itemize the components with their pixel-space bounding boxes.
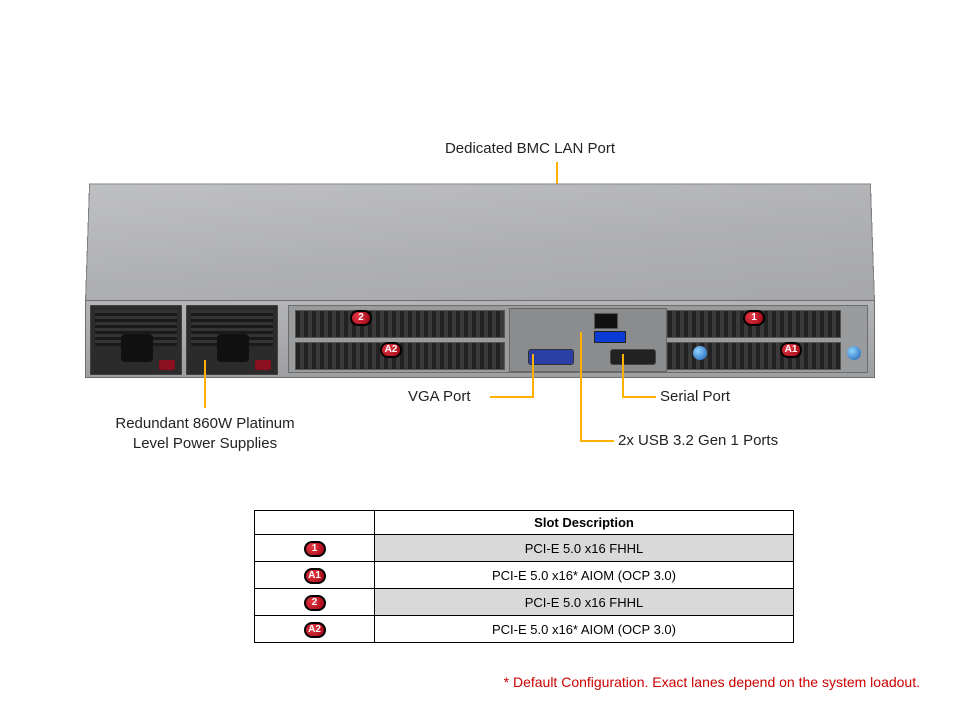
- callout-vga-v: [532, 354, 534, 396]
- serial-port: [610, 349, 656, 365]
- slot-a1: [651, 342, 841, 370]
- table-desc: PCI-E 5.0 x16* AIOM (OCP 3.0): [375, 562, 794, 589]
- footnote-text: * Default Configuration. Exact lanes dep…: [504, 674, 920, 690]
- label-usb: 2x USB 3.2 Gen 1 Ports: [618, 432, 778, 449]
- table-desc: PCI-E 5.0 x16* AIOM (OCP 3.0): [375, 616, 794, 643]
- label-serial: Serial Port: [660, 388, 730, 405]
- io-panel: [288, 305, 868, 373]
- label-vga: VGA Port: [408, 388, 471, 405]
- slot-2: [295, 310, 505, 338]
- callout-usb-h: [580, 440, 614, 442]
- table-row: A2 PCI-E 5.0 x16* AIOM (OCP 3.0): [255, 616, 794, 643]
- label-psu: Redundant 860W PlatinumLevel Power Suppl…: [100, 414, 310, 453]
- thumbscrew-mid: [693, 346, 707, 360]
- table-badge: 1: [304, 541, 326, 557]
- server-chassis: [85, 182, 875, 382]
- usb-ports: [594, 331, 626, 343]
- table-badge: A1: [304, 568, 326, 584]
- callout-vga-h: [490, 396, 534, 398]
- badge-slot-a1: A1: [780, 342, 802, 358]
- callout-serial-v: [622, 354, 624, 396]
- thumbscrew-right: [847, 346, 861, 360]
- table-header-blank: [255, 511, 375, 535]
- chassis-top: [85, 183, 875, 302]
- callout-serial-h: [622, 396, 656, 398]
- table-desc: PCI-E 5.0 x16 FHHL: [375, 535, 794, 562]
- diagram-stage: Dedicated BMC LAN Port: [0, 0, 960, 720]
- psu-bay-1: [90, 305, 182, 375]
- callout-psu-line: [204, 360, 206, 408]
- badge-slot-1: 1: [743, 310, 765, 326]
- table-row: A1 PCI-E 5.0 x16* AIOM (OCP 3.0): [255, 562, 794, 589]
- badge-slot-a2: A2: [380, 342, 402, 358]
- psu-bay-2: [186, 305, 278, 375]
- slot-description-table: Slot Description 1 PCI-E 5.0 x16 FHHL A1 PC…: [254, 510, 794, 643]
- bmc-lan-port: [594, 313, 618, 329]
- badge-slot-2: 2: [350, 310, 372, 326]
- table-badge: 2: [304, 595, 326, 611]
- table-desc: PCI-E 5.0 x16 FHHL: [375, 589, 794, 616]
- vga-port: [528, 349, 574, 365]
- table-header-desc: Slot Description: [375, 511, 794, 535]
- table-badge: A2: [304, 622, 326, 638]
- label-bmc: Dedicated BMC LAN Port: [390, 140, 670, 157]
- callout-usb-v: [580, 332, 582, 440]
- table-row: 1 PCI-E 5.0 x16 FHHL: [255, 535, 794, 562]
- table-row: 2 PCI-E 5.0 x16 FHHL: [255, 589, 794, 616]
